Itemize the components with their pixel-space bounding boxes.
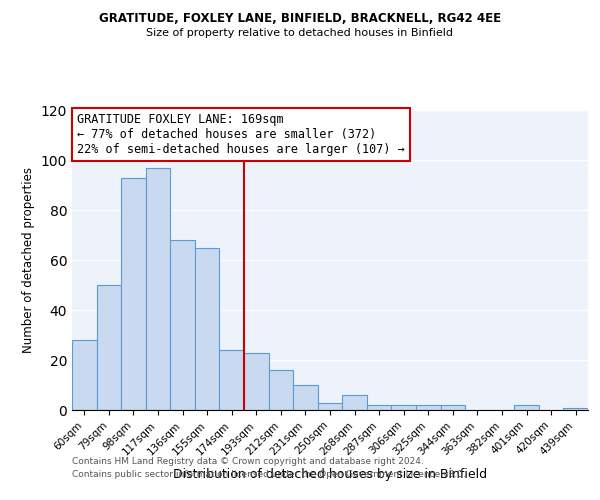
Bar xyxy=(367,405,391,410)
Bar xyxy=(97,285,121,410)
Bar xyxy=(318,402,342,410)
Text: Size of property relative to detached houses in Binfield: Size of property relative to detached ho… xyxy=(146,28,454,38)
Bar xyxy=(146,168,170,410)
Bar xyxy=(220,350,244,410)
Bar xyxy=(121,178,146,410)
X-axis label: Distribution of detached houses by size in Binfield: Distribution of detached houses by size … xyxy=(173,468,487,480)
Bar xyxy=(391,405,416,410)
Bar xyxy=(416,405,440,410)
Bar xyxy=(563,408,588,410)
Bar xyxy=(244,352,269,410)
Bar xyxy=(440,405,465,410)
Bar xyxy=(514,405,539,410)
Bar xyxy=(72,340,97,410)
Y-axis label: Number of detached properties: Number of detached properties xyxy=(22,167,35,353)
Text: Contains public sector information licensed under the Open Government Licence v3: Contains public sector information licen… xyxy=(72,470,466,479)
Bar xyxy=(170,240,195,410)
Bar xyxy=(342,395,367,410)
Bar xyxy=(195,248,220,410)
Text: Contains HM Land Registry data © Crown copyright and database right 2024.: Contains HM Land Registry data © Crown c… xyxy=(72,458,424,466)
Bar xyxy=(269,370,293,410)
Text: GRATITUDE, FOXLEY LANE, BINFIELD, BRACKNELL, RG42 4EE: GRATITUDE, FOXLEY LANE, BINFIELD, BRACKN… xyxy=(99,12,501,26)
Text: GRATITUDE FOXLEY LANE: 169sqm
← 77% of detached houses are smaller (372)
22% of : GRATITUDE FOXLEY LANE: 169sqm ← 77% of d… xyxy=(77,113,405,156)
Bar xyxy=(293,385,318,410)
